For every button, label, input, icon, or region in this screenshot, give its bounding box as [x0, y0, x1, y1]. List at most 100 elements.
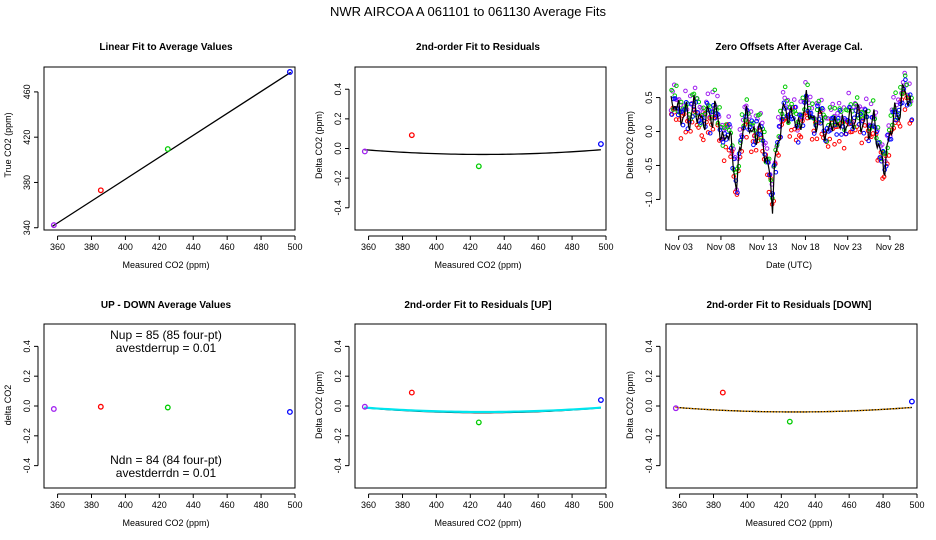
y-tick-label: 0.4 — [333, 340, 343, 353]
x-tick-label: 400 — [429, 242, 444, 252]
y-tick-label: 0.0 — [333, 142, 343, 155]
y-tick-label: 0.4 — [644, 340, 654, 353]
y-tick-label: 0.0 — [644, 125, 654, 138]
series-point-blue — [861, 130, 867, 136]
panel-title: Zero Offsets After Average Cal. — [715, 42, 862, 53]
series-point-purple — [726, 114, 731, 119]
series-point-blue — [808, 110, 814, 116]
series-point-blue — [707, 130, 713, 136]
series-point-purple — [836, 100, 842, 106]
panel-linear-fit: Linear Fit to Average Values Measured CO… — [3, 42, 303, 270]
series-point-red — [886, 153, 892, 158]
series-point-green — [757, 112, 762, 117]
x-tick-label: Nov 13 — [749, 242, 778, 252]
point-red — [408, 389, 415, 396]
y-tick-label: -0.4 — [333, 458, 343, 474]
x-tick-label: 480 — [254, 242, 269, 252]
x-tick-label: 500 — [909, 500, 924, 510]
series-point-purple — [780, 89, 786, 95]
series-point-green — [888, 113, 894, 118]
point-red — [408, 132, 415, 139]
series-point-green — [827, 105, 833, 110]
annotation-nup: Nup = 85 (85 four-pt) — [110, 328, 222, 342]
x-axis-label: Measured CO2 (ppm) — [122, 260, 209, 270]
x-tick-label: 440 — [808, 500, 823, 510]
panel-title: UP - DOWN Average Values — [101, 300, 232, 311]
x-tick-label: 460 — [220, 500, 235, 510]
series-point-blue — [792, 104, 798, 110]
x-tick-label: 400 — [429, 500, 444, 510]
y-tick-label: -0.4 — [333, 200, 343, 216]
series-point-blue — [669, 112, 675, 117]
series-point-red — [715, 122, 721, 128]
x-tick-label: Nov 18 — [791, 242, 820, 252]
series-point-green — [669, 87, 674, 93]
series-point-purple — [902, 70, 907, 76]
series-point-blue — [819, 105, 825, 111]
series-point-blue — [909, 117, 915, 123]
series-point-green — [739, 112, 745, 117]
point-purple — [361, 148, 368, 155]
series-point-red — [749, 149, 754, 155]
series-point-red — [776, 153, 781, 158]
x-tick-label: 420 — [152, 500, 167, 510]
x-tick-label: 480 — [254, 500, 269, 510]
series-point-red — [701, 137, 706, 143]
series-point-blue — [893, 117, 899, 123]
y-tick-label: -0.2 — [333, 428, 343, 444]
y-tick-label: 460 — [22, 84, 32, 99]
series-point-blue — [815, 103, 820, 109]
plot-frame — [665, 323, 918, 489]
point-green — [164, 404, 171, 411]
series-point-green — [822, 114, 828, 120]
series-point-blue — [711, 103, 716, 108]
series-line-black — [670, 83, 912, 214]
series-point-purple — [830, 101, 835, 107]
series-point-blue — [883, 163, 889, 169]
x-tick-label: Nov 08 — [707, 242, 736, 252]
point-blue — [597, 397, 604, 403]
series-point-green — [810, 101, 815, 107]
series-point-purple — [809, 105, 815, 111]
series-point-red — [798, 134, 804, 140]
y-tick-label: 340 — [22, 220, 32, 235]
series-point-green — [854, 95, 860, 100]
series-point-blue — [837, 108, 843, 113]
series-point-blue — [888, 136, 894, 142]
y-tick-label: -0.2 — [644, 428, 654, 444]
x-tick-label: 400 — [118, 242, 133, 252]
series-point-green — [805, 82, 810, 88]
series-point-blue — [687, 119, 692, 125]
x-tick-label: 480 — [565, 242, 580, 252]
series-point-red — [809, 137, 815, 142]
series-point-purple — [775, 115, 781, 120]
series-point-red — [859, 140, 865, 146]
series-point-blue — [728, 145, 734, 151]
series-point-purple — [699, 106, 704, 111]
x-tick-label: 380 — [706, 500, 721, 510]
x-tick-label: 360 — [50, 242, 65, 252]
fit-line-orange — [675, 406, 912, 413]
y-axis-label: Delta CO2 (ppm) — [314, 371, 324, 439]
series-point-blue — [715, 112, 721, 117]
x-axis-label: Measured CO2 (ppm) — [122, 518, 209, 528]
series-point-purple — [791, 97, 797, 102]
panel-title: 2nd-order Fit to Residuals [DOWN] — [707, 300, 872, 311]
x-tick-label: 380 — [395, 242, 410, 252]
x-tick-label: 360 — [361, 500, 376, 510]
series-point-purple — [782, 95, 787, 101]
series-point-green — [696, 99, 702, 105]
series-point-green — [789, 101, 794, 107]
series-point-blue — [899, 100, 905, 106]
point-red — [719, 389, 726, 396]
plot-frame — [354, 66, 607, 231]
panel-title: 2nd-order Fit to Residuals — [416, 42, 540, 53]
annotation-avestderrdn: avestderrdn = 0.01 — [116, 466, 217, 480]
series-point-blue — [835, 115, 841, 121]
point-purple — [672, 405, 679, 412]
y-tick-label: 420 — [22, 130, 32, 145]
y-tick-label: 0.4 — [333, 83, 343, 96]
y-tick-label: -0.5 — [644, 158, 654, 174]
series-point-red — [897, 124, 903, 129]
series-point-green — [870, 98, 876, 103]
